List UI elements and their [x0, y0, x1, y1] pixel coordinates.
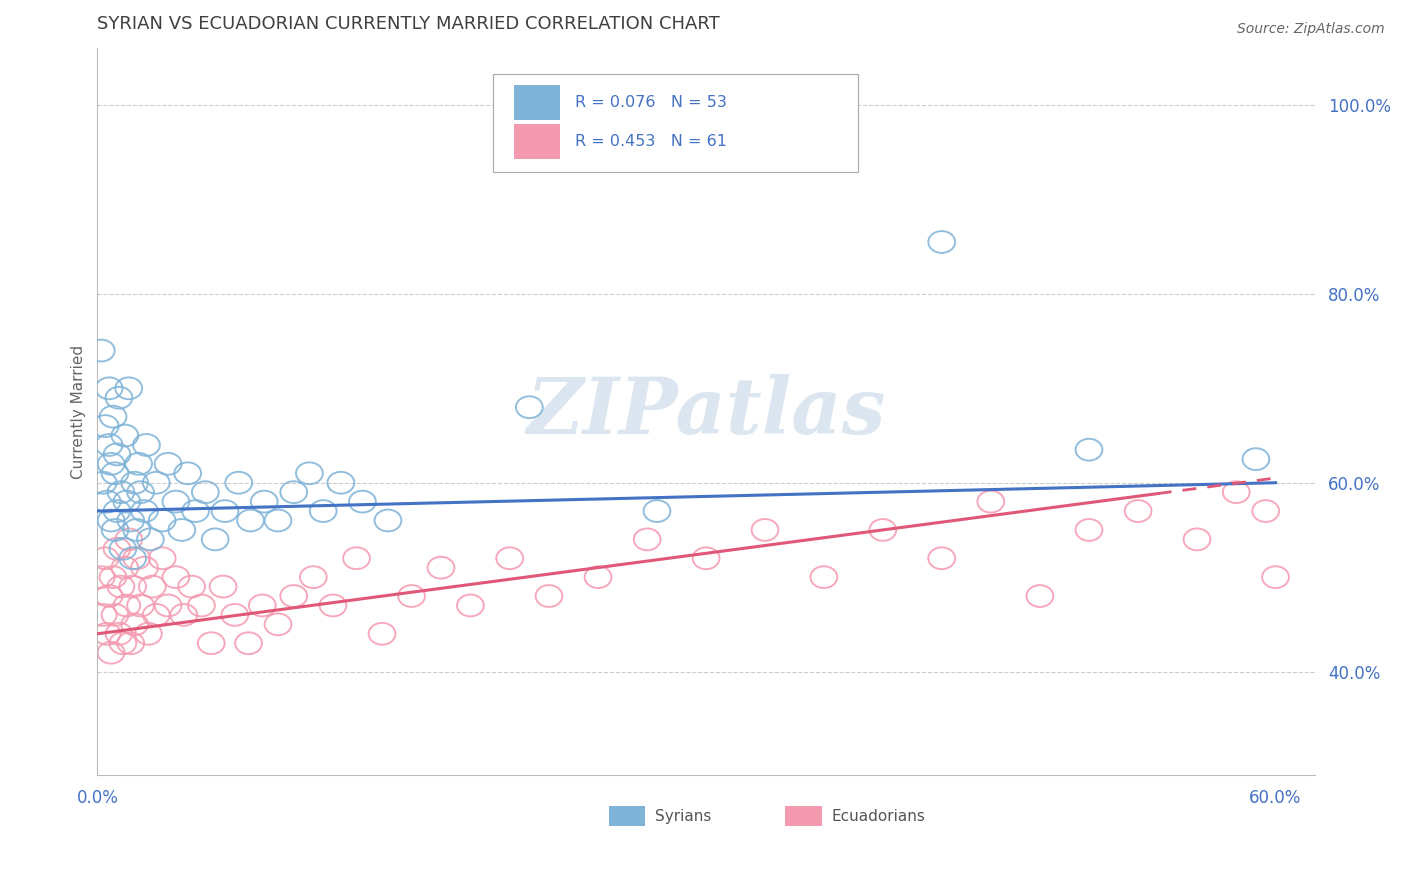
- FancyBboxPatch shape: [494, 74, 858, 172]
- FancyBboxPatch shape: [785, 806, 821, 826]
- Text: Ecuadorians: Ecuadorians: [831, 809, 925, 824]
- Text: Syrians: Syrians: [655, 809, 711, 824]
- Text: R = 0.076   N = 53: R = 0.076 N = 53: [575, 95, 727, 110]
- Text: Source: ZipAtlas.com: Source: ZipAtlas.com: [1237, 22, 1385, 37]
- Text: SYRIAN VS ECUADORIAN CURRENTLY MARRIED CORRELATION CHART: SYRIAN VS ECUADORIAN CURRENTLY MARRIED C…: [97, 15, 720, 33]
- FancyBboxPatch shape: [513, 85, 560, 120]
- Text: R = 0.453   N = 61: R = 0.453 N = 61: [575, 134, 727, 149]
- Text: ZIPatlas: ZIPatlas: [526, 374, 886, 450]
- FancyBboxPatch shape: [609, 806, 645, 826]
- Y-axis label: Currently Married: Currently Married: [72, 345, 86, 479]
- FancyBboxPatch shape: [513, 124, 560, 159]
